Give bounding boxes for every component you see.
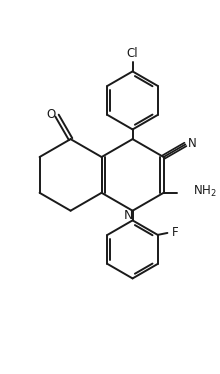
Text: F: F	[172, 226, 178, 239]
Text: Cl: Cl	[127, 46, 138, 59]
Text: N: N	[188, 137, 196, 150]
Text: NH$_2$: NH$_2$	[193, 184, 216, 199]
Text: O: O	[47, 108, 56, 121]
Text: N: N	[124, 209, 133, 222]
